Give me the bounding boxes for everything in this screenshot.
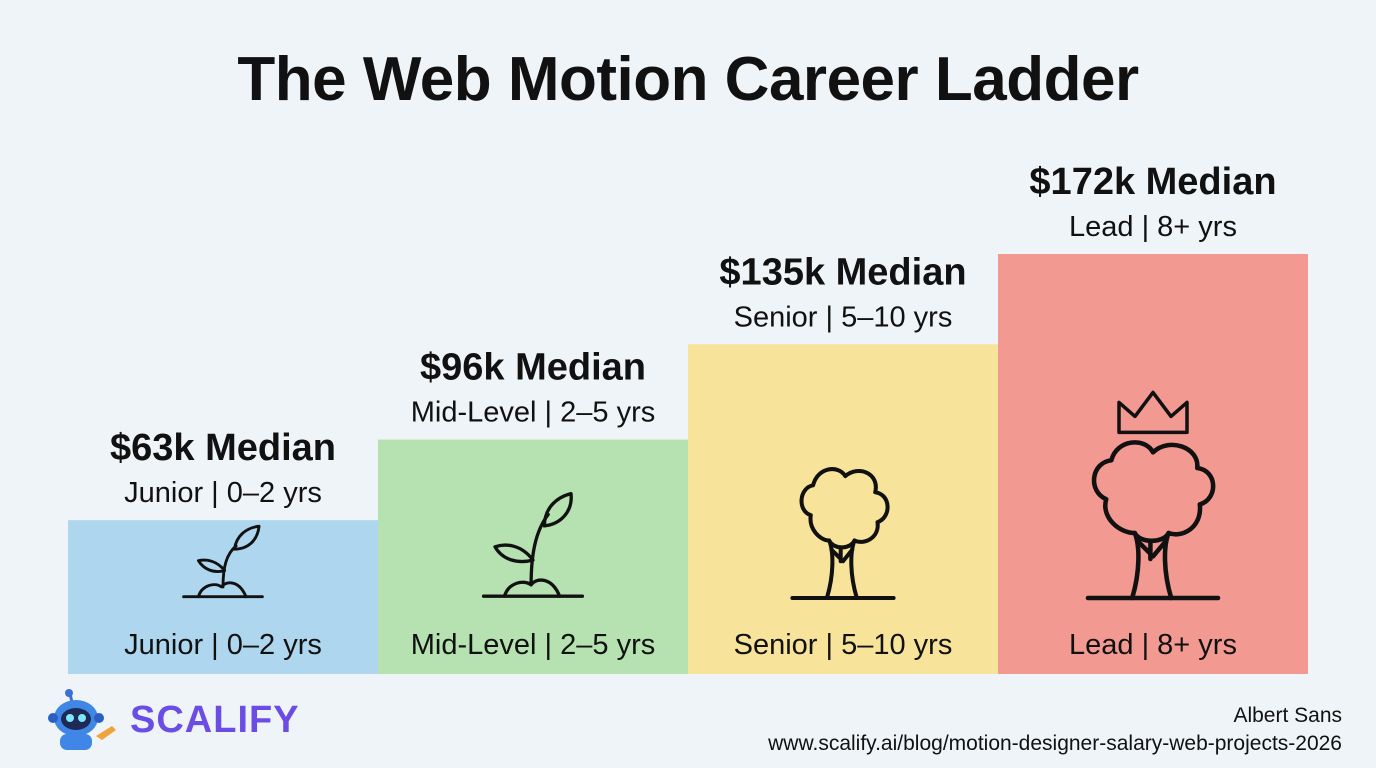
bar-category-label-top-4: Lead | 8+ yrs xyxy=(1069,211,1237,243)
bar-value-label-2: $96k Median xyxy=(420,347,646,389)
robot-mascot-icon xyxy=(48,689,116,750)
bar-category-label-inside-1: Junior | 0–2 yrs xyxy=(124,629,322,661)
crown-icon xyxy=(1117,390,1189,435)
bar-group-4: $172k Median Lead | 8+ yrs Lead | 8+ yrs xyxy=(998,161,1308,674)
credit-block: Albert Sans www.scalify.ai/blog/motion-d… xyxy=(768,702,1342,758)
bar-3 xyxy=(688,344,998,674)
bar-value-label-3: $135k Median xyxy=(719,251,966,293)
crowned-tree-icon xyxy=(1085,440,1221,601)
bar-group-3: $135k Median Senior | 5–10 yrs Senior | 5–… xyxy=(688,251,998,674)
bar-category-label-top-2: Mid-Level | 2–5 yrs xyxy=(411,397,655,429)
logo-wordmark: SCALIFY xyxy=(130,698,300,741)
sprout-icon xyxy=(182,524,264,599)
chart-title: The Web Motion Career Ladder xyxy=(237,45,1139,114)
bar-category-label-inside-2: Mid-Level | 2–5 yrs xyxy=(411,629,655,661)
scalify-logo: SCALIFY xyxy=(36,688,300,752)
bar-4 xyxy=(998,254,1308,674)
bar-category-label-top-1: Junior | 0–2 yrs xyxy=(124,477,322,509)
bar-category-label-inside-3: Senior | 5–10 yrs xyxy=(734,629,953,661)
bar-group-2: $96k Median Mid-Level | 2–5 yrs Mid-Level … xyxy=(378,347,688,674)
sapling-icon xyxy=(481,491,585,598)
bar-category-label-inside-4: Lead | 8+ yrs xyxy=(1069,629,1237,661)
chart-svg: $63k Median Junior | 0–2 yrs Junior | 0–2 … xyxy=(68,161,1308,674)
bar-value-label-4: $172k Median xyxy=(1029,161,1276,203)
tree-icon xyxy=(790,467,896,601)
author-name: Albert Sans xyxy=(1233,704,1342,727)
bar-category-label-top-3: Senior | 5–10 yrs xyxy=(734,301,953,333)
source-url[interactable]: www.scalify.ai/blog/motion-designer-sala… xyxy=(768,732,1342,755)
bar-group-1: $63k Median Junior | 0–2 yrs Junior | 0–2 … xyxy=(68,427,378,674)
bar-value-label-1: $63k Median xyxy=(110,427,336,469)
